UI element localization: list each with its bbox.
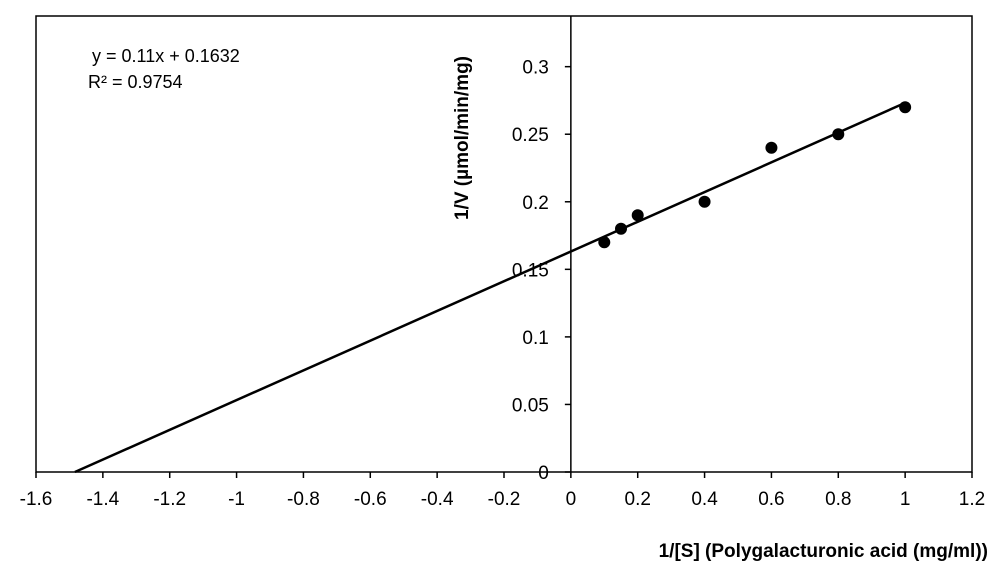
data-point bbox=[899, 101, 912, 114]
x-tick-label: 0.2 bbox=[625, 489, 651, 510]
x-tick-label: -0.2 bbox=[488, 489, 521, 510]
x-tick-label: -0.6 bbox=[354, 489, 387, 510]
x-tick-label: 0.4 bbox=[691, 489, 718, 510]
y-tick-label: 0.1 bbox=[522, 328, 548, 349]
data-point bbox=[598, 236, 611, 249]
data-point bbox=[832, 128, 845, 141]
x-axis-ticks: -1.6 -1.4 -1.2 -1 -0.8 -0.6 -0.4 -0.2 0 0.2 0.4 0.6… bbox=[20, 472, 985, 510]
x-axis-title: 1/[S] (Polygalacturonic acid (mg/ml)) bbox=[659, 541, 988, 562]
y-tick-label: 0.05 bbox=[512, 395, 549, 416]
y-tick-label: 0.25 bbox=[512, 125, 549, 146]
x-tick-label: -1.4 bbox=[86, 489, 119, 510]
x-tick-label: 0.8 bbox=[825, 489, 851, 510]
data-point bbox=[631, 209, 644, 222]
data-point bbox=[765, 141, 778, 154]
y-axis-title: 1/V (µmol/min/mg) bbox=[452, 56, 473, 220]
trendline bbox=[74, 101, 906, 474]
x-tick-label: -0.4 bbox=[421, 489, 454, 510]
y-tick-label: 0 bbox=[538, 463, 549, 484]
data-points bbox=[598, 101, 912, 249]
x-tick-label: 0 bbox=[566, 489, 577, 510]
trendline-equation: y = 0.11x + 0.1632 bbox=[92, 46, 240, 66]
x-tick-label: -0.8 bbox=[287, 489, 320, 510]
data-point bbox=[615, 222, 627, 235]
x-tick-label: 0.6 bbox=[758, 489, 784, 510]
x-tick-label: 1 bbox=[900, 489, 911, 510]
x-tick-label: -1.2 bbox=[153, 489, 186, 510]
x-tick-label: -1.6 bbox=[20, 489, 53, 510]
x-tick-label: -1 bbox=[228, 489, 245, 510]
y-axis-ticks: 00.050.10.150.20.250.3 bbox=[512, 58, 571, 484]
data-point bbox=[698, 195, 711, 208]
y-tick-label: 0.2 bbox=[522, 193, 548, 214]
x-tick-label: 1.2 bbox=[959, 489, 985, 510]
r-squared-label: R² = 0.9754 bbox=[88, 72, 183, 92]
trendline-layer bbox=[74, 101, 906, 474]
y-tick-label: 0.3 bbox=[522, 58, 548, 79]
